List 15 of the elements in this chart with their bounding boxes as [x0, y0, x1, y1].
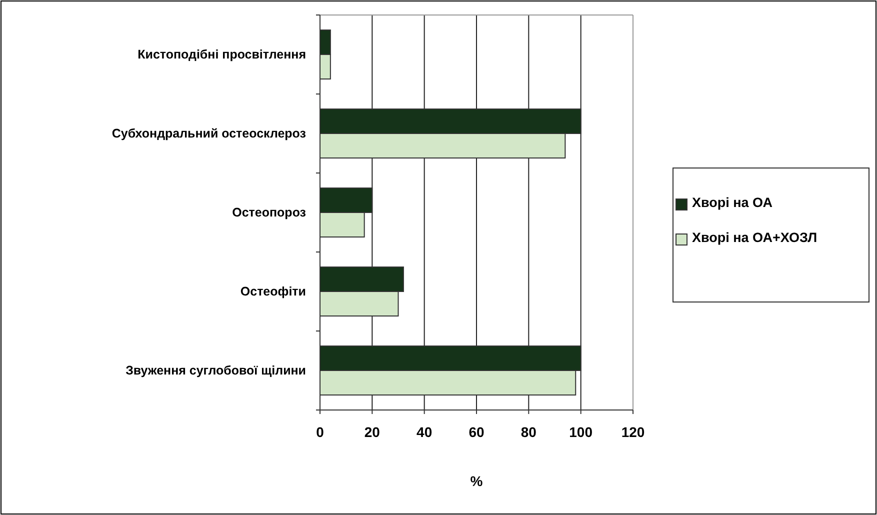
x-tick-label: 60: [468, 424, 484, 440]
x-tick-label: 40: [416, 424, 432, 440]
x-tick-label: 80: [520, 424, 537, 440]
y-tick-label: Звуження суглобової щілини: [126, 364, 306, 378]
y-tick-label: Остеопороз: [232, 206, 306, 220]
y-tick-label: Кистоподібні просвітлення: [138, 48, 306, 62]
x-tick-label: 20: [364, 424, 380, 440]
y-tick-label: Субхондральний остеосклероз: [112, 126, 306, 140]
x-tick-label: 120: [621, 424, 645, 440]
legend-label: Хворі на ОА: [692, 195, 773, 210]
x-tick-label: 100: [569, 424, 593, 440]
x-tick-label: 0: [316, 424, 324, 440]
legend-label: Хворі на ОА+ХОЗЛ: [692, 230, 818, 245]
y-tick-label: Остеофіти: [240, 284, 306, 298]
x-axis-title: %: [470, 473, 484, 489]
